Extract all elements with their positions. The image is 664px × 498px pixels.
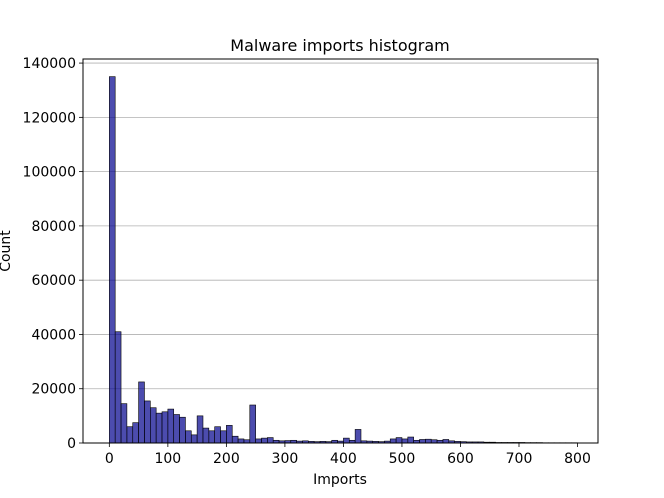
histogram-bar	[144, 400, 151, 444]
x-tick-label: 0	[105, 451, 114, 467]
histogram-bar	[202, 427, 210, 444]
histogram-bar	[442, 439, 450, 444]
y-tick-label: 20000	[31, 382, 76, 398]
histogram-bar	[150, 407, 157, 444]
histogram-bar	[179, 416, 186, 444]
histogram-bar	[261, 437, 268, 444]
histogram-bar	[395, 437, 403, 444]
histogram-bar	[419, 439, 426, 444]
histogram-bar	[343, 437, 350, 444]
x-tick-label: 600	[447, 451, 474, 467]
y-tick-label: 120000	[23, 110, 76, 126]
x-tick-label: 200	[213, 451, 240, 467]
y-axis-ticks: 0 20000 40000 60000 80000 100000 120000 140000	[23, 56, 83, 452]
histogram-bar	[220, 430, 227, 444]
histogram-bar	[173, 414, 180, 444]
y-tick-label: 40000	[31, 327, 76, 343]
histogram-bar	[425, 438, 432, 444]
histogram-bar	[185, 430, 192, 444]
histogram-bar	[401, 438, 409, 444]
y-tick-label: 60000	[31, 273, 76, 289]
chart-title: Malware imports histogram	[230, 36, 449, 55]
histogram-bar	[132, 422, 139, 444]
histogram-bar	[190, 434, 198, 444]
y-axis-label: Count	[0, 230, 14, 272]
grid-lines	[83, 62, 598, 390]
x-tick-label: 100	[154, 451, 181, 467]
histogram-bar	[389, 438, 397, 444]
histogram-bar	[196, 415, 204, 444]
x-tick-label: 500	[389, 451, 416, 467]
histogram-bar	[354, 429, 362, 444]
x-tick-label: 700	[506, 451, 533, 467]
histogram-bar	[214, 426, 221, 444]
histogram-bar	[208, 430, 215, 444]
histogram-bar	[267, 437, 274, 444]
histogram-bar	[120, 403, 128, 444]
histogram-bar	[237, 438, 245, 444]
x-axis-ticks: 0 100 200 300 400 500 600 700 800	[105, 443, 591, 467]
y-tick-label: 100000	[23, 165, 76, 181]
y-tick-label: 80000	[31, 219, 76, 235]
x-tick-label: 300	[272, 451, 299, 467]
histogram-bar	[155, 412, 163, 444]
histogram-bar	[114, 331, 122, 444]
plot-frame	[82, 58, 599, 444]
x-tick-label: 400	[330, 451, 357, 467]
histogram-bar	[167, 408, 175, 444]
y-tick-label: 0	[67, 436, 76, 452]
x-axis-label: Imports	[313, 472, 367, 488]
histogram-bar	[126, 426, 134, 444]
histogram-bar	[407, 436, 414, 444]
histogram-bar	[231, 435, 239, 444]
histogram-bar	[161, 411, 169, 444]
histogram-bar	[138, 381, 145, 444]
histogram-bar	[255, 438, 262, 444]
histogram-bar	[226, 425, 233, 444]
x-tick-label: 800	[564, 451, 591, 467]
histogram-bar	[249, 404, 256, 444]
y-tick-label: 140000	[23, 56, 76, 72]
histogram-bars	[109, 76, 578, 444]
histogram-bar	[109, 76, 116, 444]
